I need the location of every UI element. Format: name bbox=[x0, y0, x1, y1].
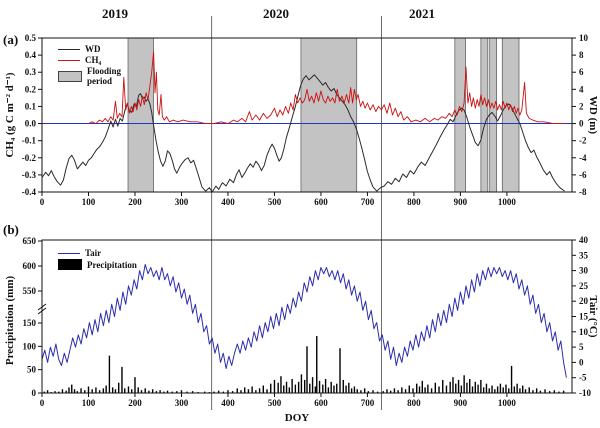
axis-break-mark bbox=[37, 307, 47, 315]
panel-b-left-tick-label: 650 bbox=[23, 236, 37, 246]
panel-a-left-tick-label: 0.2 bbox=[25, 84, 37, 94]
panel-b-right-tick-label: -10 bbox=[579, 388, 591, 398]
panel-b-x-tick-label: 700 bbox=[361, 398, 375, 408]
panel-a-right-tick-label: 6 bbox=[579, 67, 584, 77]
ch4-series-line bbox=[88, 51, 565, 125]
panel-a-right-tick-label: 8 bbox=[579, 50, 584, 60]
flooding-period-band bbox=[480, 37, 489, 193]
panel-a-right-tick-label: -8 bbox=[579, 187, 587, 197]
legend-panel-a: WD CH₄ Flooding period bbox=[58, 44, 121, 86]
panel-b-left-tick-label: 150 bbox=[23, 318, 37, 328]
legend-item-ch4: CH₄ bbox=[58, 55, 121, 65]
panel-a-x-tick-label: 800 bbox=[407, 197, 421, 207]
panel-a-x-tick-label: 100 bbox=[82, 197, 96, 207]
panel-b-x-tick-label: 200 bbox=[128, 398, 142, 408]
panel-a-right-tick-label: -4 bbox=[579, 153, 587, 163]
panel-a-x-tick-label: 700 bbox=[361, 197, 375, 207]
panel-a-x-tick-label: 400 bbox=[221, 197, 235, 207]
panel-b-right-tick-label: 5 bbox=[579, 342, 584, 352]
panel-b-right-tick-label: 0 bbox=[579, 357, 584, 367]
panel-a-x-tick-label: 500 bbox=[268, 197, 282, 207]
panel-a-left-tick-label: 0.0 bbox=[25, 119, 37, 129]
flooding-period-band bbox=[501, 37, 520, 193]
panel-b-right-tick-label: 10 bbox=[579, 327, 589, 337]
year-label-2019: 2019 bbox=[102, 6, 128, 21]
panel-b-x-tick-label: 500 bbox=[268, 398, 282, 408]
axis-break-mark bbox=[37, 303, 47, 311]
panel-b-x-tick-label: 600 bbox=[314, 398, 328, 408]
panel-a-right-tick-label: 0 bbox=[579, 119, 584, 129]
panel-b-left-tick-label: 0 bbox=[32, 388, 37, 398]
panel-b-x-tick-label: 400 bbox=[221, 398, 235, 408]
panel-b-right-tick-label: 20 bbox=[579, 296, 589, 306]
panel-a-left-tick-label: 0.3 bbox=[25, 67, 37, 77]
tair-series-line bbox=[41, 264, 567, 378]
panel-b-left-tick-label: 50 bbox=[27, 365, 37, 375]
panel-a-x-tick-label: 900 bbox=[454, 197, 468, 207]
panel-b-x-tick-label: 1000 bbox=[498, 398, 517, 408]
panel-a-right-tick-label: 2 bbox=[579, 101, 584, 111]
panel-a-right-tick-label: -2 bbox=[579, 136, 587, 146]
legend-label-wd: WD bbox=[85, 44, 101, 54]
panel-a-right-tick-label: 10 bbox=[579, 33, 589, 43]
legend-item-flooding: Flooding period bbox=[58, 66, 121, 86]
panel-b-right-tick-label: 35 bbox=[579, 250, 589, 260]
panel-b-right-tick-label: 30 bbox=[579, 266, 589, 276]
ch4-line-sample bbox=[58, 59, 80, 61]
panel-b-left-tick-label: 100 bbox=[23, 341, 37, 351]
panel-a-left-tick-label: -0.4 bbox=[22, 187, 37, 197]
panel-a-x-tick-label: 200 bbox=[128, 197, 142, 207]
flooding-period-band bbox=[300, 37, 358, 193]
flooding-period-band bbox=[127, 37, 154, 193]
panel-b-left-tick-label: 550 bbox=[23, 286, 37, 296]
legend-item-wd: WD bbox=[58, 44, 121, 54]
panel-a-left-tick-label: 0.4 bbox=[25, 50, 37, 60]
legend-item-precip: Precipitation bbox=[58, 259, 137, 270]
tair-axis-title: Tair (°C) bbox=[587, 296, 599, 338]
panel-b-x-tick-label: 900 bbox=[454, 398, 468, 408]
wd-axis-title: WD (m) bbox=[587, 96, 599, 135]
panel-b-right-tick-label: -5 bbox=[579, 373, 587, 383]
panel-a-x-tick-label: 0 bbox=[40, 197, 45, 207]
panel-b-label: (b) bbox=[3, 222, 19, 237]
legend-label-ch4: CH₄ bbox=[85, 55, 102, 65]
panel-a-frame bbox=[41, 37, 573, 193]
panel-a-x-tick-label: 600 bbox=[314, 197, 328, 207]
ch4-axis-title: CH₄ (g C m⁻² d⁻¹) bbox=[4, 72, 16, 157]
panel-b-right-tick-label: 40 bbox=[579, 235, 589, 245]
panel-b-x-tick-label: 0 bbox=[40, 398, 45, 408]
flooding-patch-sample bbox=[58, 70, 82, 82]
panel-b-x-tick-label: 800 bbox=[407, 398, 421, 408]
panel-b-right-tick-label: 25 bbox=[579, 281, 589, 291]
panel-b-left-tick-label: 600 bbox=[23, 261, 37, 271]
legend-label-flooding: Flooding period bbox=[87, 66, 122, 86]
doy-axis-title: DOY bbox=[285, 412, 310, 424]
panel-a-x-tick-label: 1000 bbox=[498, 197, 517, 207]
legend-item-tair: Tair bbox=[58, 248, 137, 258]
panel-a-left-tick-label: 0.5 bbox=[25, 33, 37, 43]
flooding-period-band bbox=[489, 37, 498, 193]
year-label-2021: 2021 bbox=[409, 6, 435, 21]
panel-a-right-tick-label: -6 bbox=[579, 170, 587, 180]
panel-a-left-tick-label: -0.3 bbox=[22, 170, 37, 180]
wd-line-sample bbox=[58, 48, 80, 50]
panel-a-left-tick-label: 0.1 bbox=[25, 101, 37, 111]
panel-b-x-tick-label: 300 bbox=[175, 398, 189, 408]
year-label-2020: 2020 bbox=[263, 6, 289, 21]
panel-b-x-tick-label: 100 bbox=[82, 398, 96, 408]
legend-label-precip: Precipitation bbox=[87, 259, 137, 270]
legend-label-tair: Tair bbox=[85, 248, 102, 258]
panel-a-left-tick-label: -0.1 bbox=[22, 136, 37, 146]
panel-a-x-tick-label: 300 bbox=[175, 197, 189, 207]
precip-axis-title: Precipitation (mm) bbox=[4, 276, 16, 366]
panel-a-right-tick-label: 4 bbox=[579, 84, 584, 94]
panel-a-label: (a) bbox=[3, 32, 19, 47]
panel-b-right-tick-label: 15 bbox=[579, 312, 589, 322]
tair-line-sample bbox=[58, 252, 80, 254]
panel-a-left-tick-label: -0.2 bbox=[22, 153, 37, 163]
precip-patch-sample bbox=[58, 259, 82, 270]
legend-panel-b: Tair Precipitation bbox=[58, 248, 137, 270]
